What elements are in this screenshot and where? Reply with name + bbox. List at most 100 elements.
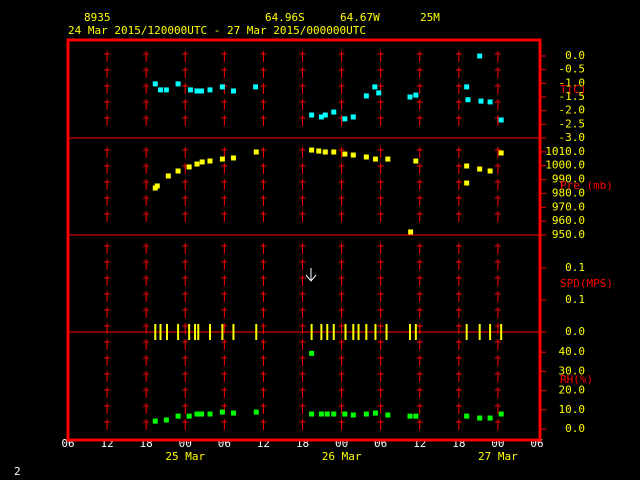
period: 24 Mar 2015/120000UTC - 27 Mar 2015/0000… [68,24,366,37]
grid-cross [104,51,111,430]
data-point [363,93,369,99]
data-point [207,411,213,417]
data-point [487,415,493,421]
data-point [408,229,414,235]
data-point [309,147,315,153]
data-point [318,411,324,417]
y-tick-label: 30.0 [559,364,586,377]
data-point [350,114,356,120]
data-point [152,81,158,87]
data-point [342,116,348,122]
data-point [199,88,205,94]
grid-cross [143,51,150,430]
data-point [350,412,356,418]
data-point [318,114,324,120]
wind-arrow [305,268,317,282]
y-tick-label: 960.0 [552,214,585,227]
latitude: 64.96S [265,11,305,24]
data-point [253,149,259,155]
data-point [199,411,205,417]
data-point [186,164,192,170]
y-tick-label: 0.0 [565,49,585,62]
data-point [253,409,259,415]
y-tick-label: -1.0 [559,76,586,89]
data-point [363,411,369,417]
data-point [207,158,213,164]
grid-cross [299,51,306,430]
data-point [372,156,378,162]
y-tick-label: 970.0 [552,200,585,213]
y-tick-label: 1010.0 [545,145,585,158]
data-point [175,168,181,174]
data-point [331,411,337,417]
data-point [219,84,225,90]
data-point [478,98,484,104]
data-point [376,90,382,96]
y-tick-label: 950.0 [552,228,585,241]
data-point [464,84,470,90]
data-point [194,88,200,94]
data-point [407,413,413,419]
longitude: 64.67W [340,11,380,24]
data-point [342,151,348,157]
data-point [487,99,493,105]
data-point [331,149,337,155]
y-tick-label: 0.0 [565,325,585,338]
data-point [363,154,369,160]
data-point [163,87,169,93]
data-point [194,161,200,167]
y-tick-label: 20.0 [559,384,586,397]
y-tick-label: -2.0 [559,104,586,117]
y-tick-label: 0.0 [565,422,585,435]
data-point [413,92,419,98]
data-point [498,150,504,156]
grid-cross [455,51,462,430]
data-point [175,81,181,87]
y-tick-label: 990.0 [552,173,585,186]
grid-cross [494,51,501,430]
y-tick-label: 980.0 [552,186,585,199]
y-tick-label: -3.0 [559,131,586,144]
data-point [407,94,413,100]
data-point [487,168,493,174]
grid-cross [377,51,384,430]
data-point [154,183,160,189]
data-point [372,84,378,90]
y-axis-label: T(C) [560,83,587,96]
data-point [309,350,315,356]
data-point [498,411,504,417]
data-point [163,417,169,423]
data-point [322,149,328,155]
grid-cross [182,51,189,430]
data-point [413,158,419,164]
x-date-label: 25 Mar [165,450,205,463]
y-tick-label: 0.1 [565,261,585,274]
data-point [152,418,158,424]
data-point [498,117,504,123]
y-axis-label: RH(%) [560,373,593,386]
data-point [253,84,259,90]
data-point [207,87,213,93]
grid-cross [221,51,228,430]
data-point [230,410,236,416]
data-point [464,163,470,169]
data-point [187,87,193,93]
y-tick-label: -0.5 [559,63,586,76]
data-point [350,152,356,158]
data-point [385,412,391,418]
data-point [219,156,225,162]
data-point [194,411,200,417]
data-point [324,411,330,417]
data-point [316,148,322,154]
x-date-label: 26 Mar [322,450,362,463]
y-tick-label: 40.0 [559,345,586,358]
x-date-label: 27 Mar [478,450,518,463]
y-tick-label: 10.0 [559,403,586,416]
data-point [186,413,192,419]
data-point [464,413,470,419]
y-tick-label: 1000.0 [545,159,585,172]
data-point [230,88,236,94]
grid-cross [338,51,345,430]
data-point [477,415,483,421]
